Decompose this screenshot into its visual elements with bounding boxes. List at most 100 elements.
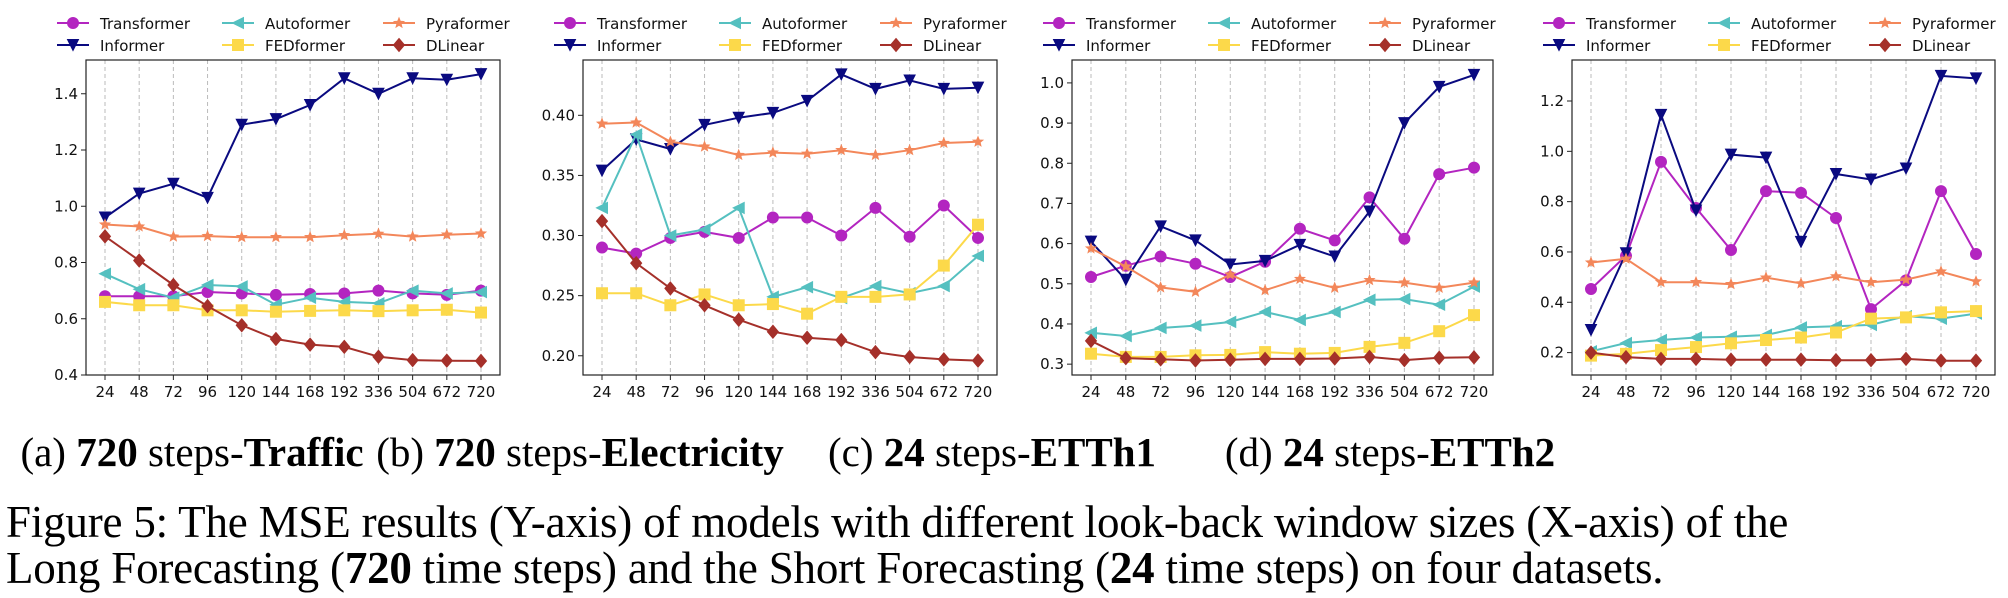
- data-point: [1724, 148, 1738, 162]
- data-point: [629, 128, 643, 141]
- data-point: [406, 72, 419, 85]
- caption-text: time steps) on four datasets.: [1154, 543, 1664, 593]
- data-point: [766, 324, 780, 339]
- series-line: [1090, 314, 1475, 358]
- y-tick-label: 0.2: [1540, 344, 1564, 362]
- data-point: [766, 146, 779, 158]
- data-point: [664, 281, 677, 296]
- data-point: [732, 148, 745, 161]
- subcaption-b: (b) 720 steps-Electricity: [376, 428, 784, 476]
- legend-label: Informer: [597, 37, 662, 55]
- data-point: [1725, 337, 1737, 350]
- series-line: [104, 300, 482, 314]
- data-point: [1433, 168, 1446, 181]
- x-tick-label: 48: [627, 383, 646, 401]
- data-point: [1864, 275, 1878, 288]
- data-point: [1690, 341, 1702, 354]
- data-point: [133, 220, 146, 232]
- data-point: [167, 177, 180, 191]
- data-point: [167, 277, 180, 293]
- caption-text: Long Forecasting (: [6, 543, 345, 593]
- data-point: [1865, 312, 1877, 325]
- data-point: [903, 230, 916, 243]
- series-line: [104, 272, 482, 306]
- data-point: [869, 82, 882, 96]
- data-point: [835, 290, 848, 303]
- data-point: [1398, 276, 1411, 288]
- x-tick-label: 72: [1651, 383, 1670, 401]
- data-point: [1433, 350, 1446, 365]
- data-point: [971, 249, 984, 263]
- data-point: [1759, 151, 1773, 165]
- data-point: [1689, 275, 1703, 288]
- data-point: [937, 259, 950, 272]
- x-tick-label: 336: [1355, 383, 1384, 401]
- data-point: [372, 349, 385, 364]
- x-tick-label: 120: [1717, 383, 1746, 401]
- data-point: [1724, 277, 1738, 290]
- data-point: [1189, 257, 1202, 270]
- data-point: [869, 290, 882, 303]
- data-point: [235, 280, 248, 293]
- data-point: [903, 143, 916, 156]
- data-point: [98, 267, 111, 281]
- data-point: [1258, 351, 1272, 367]
- plot-frame: [1071, 59, 1494, 376]
- data-point: [1189, 353, 1202, 368]
- subplot-2: 24 48 72 96 120 144 168 192 336 504 672 720 0.3 0.4 0.…: [1040, 15, 1496, 401]
- data-point: [1935, 306, 1947, 319]
- legend: Transformer Informer Autoformer FEDformer Py…: [1043, 15, 1496, 55]
- data-point: [1398, 232, 1411, 245]
- series-line: [1590, 312, 1977, 353]
- legend: Transformer Informer Autoformer FEDformer Py…: [1543, 15, 1996, 55]
- data-point: [971, 135, 985, 147]
- data-point: [1154, 281, 1167, 293]
- subcaption-c: (c) 24 steps-ETTh1: [828, 428, 1156, 476]
- x-tick-label: 24: [1581, 383, 1600, 401]
- legend-label: Pyraformer: [1912, 15, 1996, 33]
- data-point: [595, 164, 609, 178]
- series-line: [601, 131, 979, 300]
- data-point: [1398, 336, 1411, 349]
- legend-label: DLinear: [1412, 37, 1471, 55]
- data-point: [406, 304, 419, 317]
- series-line: [1090, 73, 1475, 282]
- x-tick-label: 192: [827, 383, 856, 401]
- data-point: [167, 299, 180, 312]
- data-point: [201, 229, 214, 242]
- y-tick-label: 0.6: [54, 310, 78, 328]
- x-tick-label: 24: [95, 383, 114, 401]
- data-point: [1619, 349, 1633, 365]
- subplot-3: 24 48 72 96 120 144 168 192 336 504 672 720 0.2 0.4 0.…: [1540, 15, 1996, 401]
- data-point: [1154, 321, 1167, 335]
- series-dlinear: [1584, 345, 1983, 368]
- legend: Transformer Informer Autoformer FEDformer Py…: [554, 15, 1007, 55]
- data-point: [663, 229, 677, 242]
- data-point: [1864, 352, 1878, 368]
- data-point: [200, 278, 214, 292]
- legend-marker: [564, 17, 576, 29]
- data-point: [303, 291, 317, 304]
- data-point: [132, 282, 146, 296]
- data-point: [835, 143, 848, 156]
- data-point: [132, 187, 146, 201]
- x-tick-label: 96: [1686, 383, 1705, 401]
- figure-caption-line2: Long Forecasting (720 time steps) and th…: [6, 542, 1664, 594]
- data-point: [1935, 185, 1947, 198]
- data-point: [903, 74, 916, 88]
- data-point: [1293, 351, 1307, 367]
- legend-label: FEDformer: [1751, 37, 1832, 55]
- x-tick-label: 72: [661, 383, 680, 401]
- subcaption-dataset: Traffic: [243, 429, 364, 475]
- data-point: [475, 306, 487, 319]
- legend-marker: [1052, 39, 1066, 52]
- data-point: [1899, 162, 1913, 176]
- data-point: [269, 288, 282, 301]
- data-point: [1085, 347, 1097, 360]
- x-tick-label: 144: [759, 383, 788, 401]
- data-point: [1084, 242, 1098, 254]
- data-point: [869, 201, 882, 214]
- series-line: [1590, 74, 1977, 331]
- legend-label: Transformer: [596, 15, 688, 33]
- data-point: [937, 136, 950, 149]
